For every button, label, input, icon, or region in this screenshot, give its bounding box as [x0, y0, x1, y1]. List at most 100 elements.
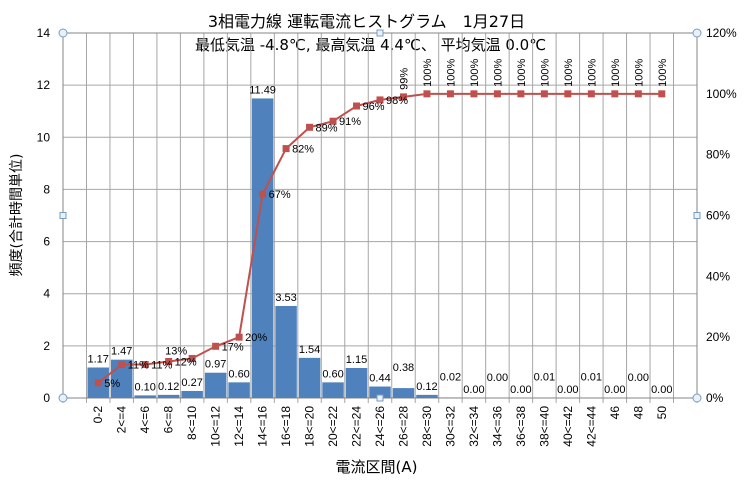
cumulative-data-label: 100%: [469, 58, 481, 86]
bar-data-label: 0.60: [322, 368, 343, 380]
cumulative-marker: [470, 90, 478, 98]
cumulative-marker: [212, 342, 220, 350]
bar: [134, 395, 156, 398]
x-tick-label: 8<=10: [185, 406, 199, 440]
chart-title: 3相電力線 運転電流ヒストグラム 1月27日: [207, 12, 526, 31]
x-tick-label: 18<=20: [303, 406, 317, 447]
cumulative-data-label: 100%: [586, 58, 598, 86]
cumulative-data-label: 100%: [657, 58, 669, 86]
selection-handle-corner: [692, 393, 702, 403]
cumulative-marker: [540, 90, 548, 98]
bar-data-label: 1.54: [299, 344, 320, 356]
bar-data-label: 0.02: [440, 371, 461, 383]
x-tick-label: 38<=40: [537, 406, 551, 447]
bar-data-label: 0.00: [510, 384, 531, 396]
bar-data-label: 3.53: [275, 292, 296, 304]
x-tick-label: 34<=36: [490, 406, 504, 447]
y2-tick-label: 0%: [706, 391, 724, 405]
bar-data-label: 1.47: [111, 346, 132, 358]
bar-data-label: 0.38: [393, 362, 414, 374]
x-tick-label: 6<=8: [162, 406, 176, 434]
x-tick-label: 20<=22: [326, 406, 340, 447]
x-tick-label: 48: [631, 406, 645, 420]
y2-tick-label: 100%: [706, 87, 737, 101]
x-tick-label: 22<=24: [350, 406, 364, 447]
cumulative-marker: [118, 361, 126, 369]
bar-data-label: 11.49: [249, 84, 276, 96]
bar-data-label: 0.97: [205, 359, 226, 371]
cumulative-marker: [94, 379, 102, 387]
y-tick-label: 2: [43, 339, 50, 353]
bar-data-label: 0.00: [463, 384, 484, 396]
cumulative-marker: [282, 145, 290, 153]
bar: [157, 394, 180, 398]
cumulative-marker: [611, 90, 619, 98]
cumulative-data-label: 91%: [339, 116, 361, 128]
x-tick-label: 40<=42: [561, 406, 575, 447]
x-tick-label: 0-2: [91, 406, 105, 424]
cumulative-marker: [188, 354, 196, 362]
x-axis-title: 電流区間(A): [335, 458, 418, 476]
bar-data-label: 0.00: [487, 372, 508, 384]
cumulative-marker: [329, 117, 337, 125]
x-tick-label: 26<=28: [396, 406, 410, 447]
bar-data-label: 0.01: [581, 372, 602, 384]
x-tick-label: 10<=12: [209, 406, 223, 447]
cumulative-data-label: 89%: [316, 122, 338, 134]
cumulative-marker: [587, 90, 595, 98]
cumulative-data-label: 100%: [516, 58, 528, 86]
x-tick-label: 14<=16: [256, 406, 270, 447]
cumulative-data-label: 100%: [633, 58, 645, 86]
cumulative-data-label: 13%: [165, 345, 187, 357]
cumulative-data-label: 5%: [104, 378, 120, 390]
x-tick-label: 24<=26: [373, 406, 387, 447]
cumulative-marker: [353, 102, 361, 110]
bar: [322, 382, 344, 398]
bar: [275, 305, 297, 398]
cumulative-data-label: 12%: [175, 357, 197, 369]
cumulative-data-label: 100%: [492, 58, 504, 86]
bar-data-label: 0.12: [158, 381, 179, 393]
selection-handle-side: [376, 29, 384, 37]
cumulative-marker: [517, 90, 525, 98]
x-tick-label: 46: [608, 406, 622, 420]
cumulative-data-label: 99%: [398, 68, 410, 90]
cumulative-data-label: 100%: [563, 58, 575, 86]
y-tick-label: 6: [43, 235, 50, 249]
bar-data-label: 1.15: [346, 354, 367, 366]
bar: [392, 388, 415, 398]
cumulative-marker: [399, 93, 407, 101]
bar: [181, 390, 203, 398]
bar: [345, 368, 368, 398]
x-tick-label: 12<=14: [232, 406, 246, 447]
cumulative-data-label: 98%: [386, 95, 408, 107]
cumulative-marker: [564, 90, 572, 98]
bar: [439, 397, 462, 398]
cumulative-data-label: 67%: [269, 189, 291, 201]
bar-data-label: 1.17: [88, 353, 109, 365]
bar-data-label: 0.00: [604, 384, 625, 396]
bar: [204, 372, 227, 398]
cumulative-marker: [423, 90, 431, 98]
bar: [228, 382, 250, 398]
bar-data-label: 0.44: [369, 373, 390, 385]
x-tick-label: 2<=4: [115, 406, 129, 434]
cumulative-marker: [165, 358, 173, 365]
bar-data-label: 0.01: [534, 372, 555, 384]
y-tick-label: 10: [37, 130, 51, 144]
y2-tick-label: 60%: [706, 209, 730, 223]
cumulative-marker: [259, 190, 267, 198]
y-tick-label: 12: [37, 78, 51, 92]
bar: [416, 394, 438, 398]
cumulative-data-label: 100%: [445, 58, 457, 86]
cumulative-marker: [634, 90, 642, 98]
cumulative-data-label: 11%: [151, 360, 172, 372]
x-tick-label: 28<=30: [420, 406, 434, 447]
bar-data-label: 0.60: [228, 368, 249, 380]
x-tick-label: 30<=32: [443, 406, 457, 447]
selection-handle-corner: [58, 393, 68, 403]
bar-data-label: 0.12: [416, 381, 437, 393]
y-tick-label: 14: [37, 26, 51, 40]
